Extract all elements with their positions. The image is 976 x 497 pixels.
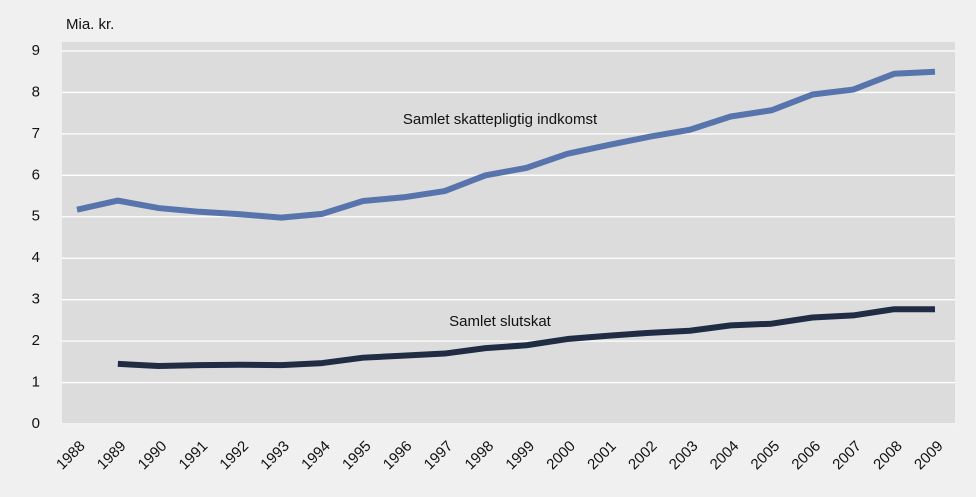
series-label: Samlet skattepligtig indkomst bbox=[403, 111, 598, 128]
y-tick-label: 1 bbox=[32, 374, 40, 391]
series-line bbox=[117, 306, 935, 369]
y-axis-label: Mia. kr. bbox=[66, 16, 114, 33]
y-tick-label: 5 bbox=[32, 208, 40, 225]
y-tick-label: 4 bbox=[32, 249, 40, 266]
y-tick-label: 0 bbox=[32, 415, 40, 432]
y-tick-label: 7 bbox=[32, 125, 40, 142]
y-tick-label: 3 bbox=[32, 291, 40, 308]
y-tick-label: 6 bbox=[32, 166, 40, 183]
y-tick-label: 9 bbox=[32, 42, 40, 59]
series-label: Samlet slutskat bbox=[449, 313, 552, 330]
plot-area bbox=[62, 42, 955, 425]
y-tick-label: 2 bbox=[32, 332, 40, 349]
series-line bbox=[76, 68, 936, 221]
y-tick-label: 8 bbox=[32, 83, 40, 100]
